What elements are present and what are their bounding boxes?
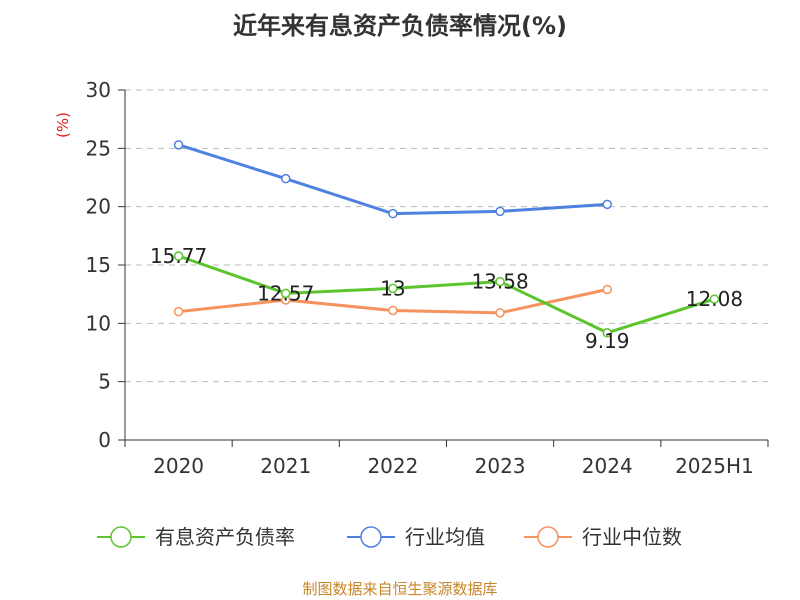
x-tick-label: 2023 — [475, 454, 526, 478]
legend-label: 行业中位数 — [582, 525, 682, 549]
axes: 0 5 10 15 20 25 30 2020 2021 2022 2023 2024 2025H1 — [86, 78, 769, 478]
data-point — [495, 308, 505, 318]
data-source-note: 制图数据来自恒生聚源数据库 — [302, 580, 498, 598]
data-point — [495, 206, 505, 217]
legend-item: 行业均值 — [347, 525, 485, 549]
y-tick-label: 5 — [98, 370, 111, 394]
data-point — [388, 283, 398, 294]
y-tick-label: 20 — [86, 195, 111, 219]
legend-item: 行业中位数 — [524, 525, 682, 549]
series-line — [178, 143, 608, 216]
grid-lines — [125, 89, 768, 383]
legend-item: 有息资产负债率 — [97, 525, 295, 549]
y-axis-unit-label: (%) — [54, 112, 72, 138]
y-tick-label: 30 — [86, 78, 111, 102]
data-point — [388, 305, 398, 316]
legend-swatch-marker — [110, 526, 132, 548]
data-point — [495, 276, 505, 287]
data-point — [709, 294, 720, 304]
legend: 有息资产负债率 行业均值 行业中位数 — [97, 525, 682, 549]
data-point — [602, 328, 612, 338]
data-point — [281, 173, 291, 184]
data-label: 9.19 — [585, 329, 630, 353]
legend-label: 有息资产负债率 — [155, 525, 295, 549]
y-tick-label: 25 — [86, 136, 111, 160]
data-labels: 15.77 12.57 13 13.58 9.19 12.08 — [150, 244, 743, 353]
data-label: 12.57 — [257, 281, 314, 305]
y-tick-label: 15 — [86, 253, 111, 277]
legend-swatch-marker — [537, 526, 559, 548]
y-tick-label: 10 — [86, 311, 111, 335]
data-point — [173, 251, 184, 261]
legend-label: 行业均值 — [405, 525, 485, 549]
x-tick-label: 2021 — [260, 454, 311, 478]
data-point — [173, 306, 184, 317]
data-point — [388, 208, 398, 219]
x-tick-label: 2020 — [153, 454, 204, 478]
data-label: 15.77 — [150, 244, 207, 268]
series-line — [178, 254, 715, 335]
x-tick-label: 2024 — [582, 454, 633, 478]
data-point — [602, 199, 612, 210]
data-point — [281, 288, 291, 299]
data-label: 13.58 — [471, 270, 528, 294]
legend-swatch-marker — [360, 526, 382, 548]
data-label: 13 — [380, 276, 405, 300]
y-tick-label: 0 — [98, 428, 111, 452]
chart-title: 近年来有息资产负债率情况(%) — [233, 12, 567, 40]
data-point — [602, 284, 612, 295]
series-lines — [173, 140, 720, 338]
data-label: 12.08 — [686, 287, 743, 311]
x-tick-label: 2022 — [367, 454, 418, 478]
data-point — [173, 140, 184, 150]
x-tick-label: 2025H1 — [675, 454, 754, 478]
